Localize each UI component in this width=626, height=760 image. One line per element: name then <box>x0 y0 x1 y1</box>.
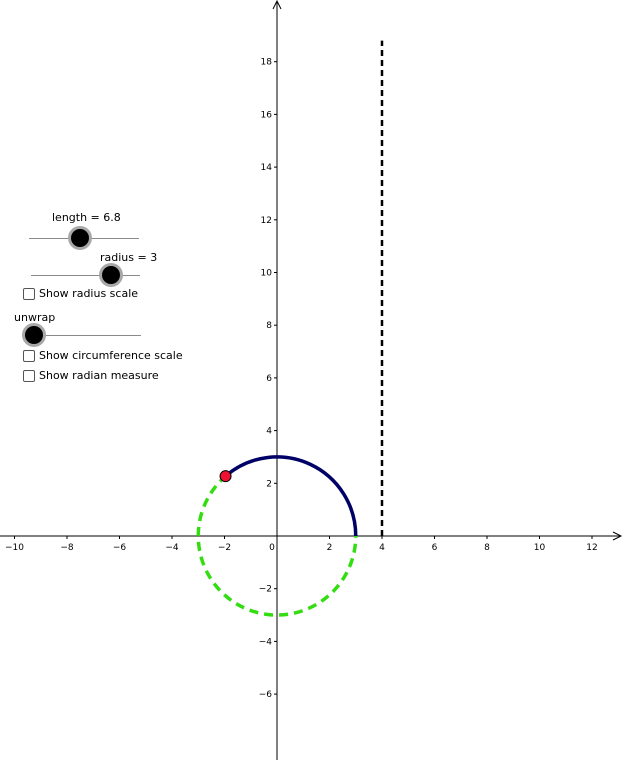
radius-slider-label: radius = 3 <box>100 251 158 264</box>
y-tick-label: 6 <box>266 374 272 384</box>
x-tick-label: −2 <box>218 543 231 553</box>
radius-slider-track[interactable] <box>31 275 140 276</box>
y-tick-label: −2 <box>259 585 272 595</box>
y-tick-label: 8 <box>266 321 272 331</box>
x-tick-label: 12 <box>586 543 597 553</box>
x-axis-arrow <box>612 531 623 541</box>
unwrap-slider-label: unwrap <box>14 311 56 324</box>
x-tick-label: −8 <box>60 543 74 553</box>
x-tick-label: 4 <box>379 543 385 553</box>
dashed-circle <box>196 473 358 617</box>
y-tick-label: 16 <box>261 110 273 120</box>
unwrap-slider-knob[interactable] <box>25 326 43 344</box>
checkbox-box[interactable] <box>23 369 35 382</box>
x-tick-label: 0 <box>269 543 275 553</box>
wrapped-arc[interactable] <box>225 455 358 537</box>
axis-ticks: −10 −8 −6 −4 −2 0 2 4 6 8 10 12 −6 −4 −2 2 4 6 8 10 12 14 16 18 <box>5 58 598 700</box>
show-circumference-scale-checkbox[interactable]: Show circumference scale <box>23 349 183 362</box>
checkbox-label: Show radius scale <box>39 287 139 300</box>
y-tick-label: −6 <box>259 690 273 700</box>
show-radian-measure-checkbox[interactable]: Show radian measure <box>23 369 159 382</box>
y-tick-label: 12 <box>261 216 272 226</box>
y-tick-label: 4 <box>266 427 272 437</box>
length-slider-label: length = 6.8 <box>52 211 121 224</box>
checkbox-box[interactable] <box>23 349 35 362</box>
x-tick-label: 6 <box>432 543 438 553</box>
x-tick-label: 8 <box>484 543 490 553</box>
show-radius-scale-checkbox[interactable]: Show radius scale <box>23 287 138 300</box>
length-slider-knob[interactable] <box>71 229 89 247</box>
y-tick-label: 2 <box>266 479 272 489</box>
radius-slider-knob[interactable] <box>102 266 120 284</box>
unwrap-slider-track[interactable] <box>26 335 141 336</box>
x-tick-label: −4 <box>165 543 179 553</box>
checkbox-label: Show radian measure <box>39 369 159 382</box>
x-tick-label: −10 <box>5 543 24 553</box>
x-tick-label: 10 <box>534 543 546 553</box>
y-tick-label: 14 <box>261 163 273 173</box>
y-tick-label: 10 <box>261 269 273 279</box>
y-axis-arrow <box>272 0 282 10</box>
x-tick-label: −6 <box>113 543 127 553</box>
y-tick-label: −4 <box>259 637 273 647</box>
checkbox-box[interactable] <box>23 287 35 300</box>
checkbox-label: Show circumference scale <box>39 349 183 362</box>
x-tick-label: 2 <box>327 543 333 553</box>
arc-endpoint[interactable] <box>219 470 232 483</box>
y-tick-label: 18 <box>261 58 273 68</box>
